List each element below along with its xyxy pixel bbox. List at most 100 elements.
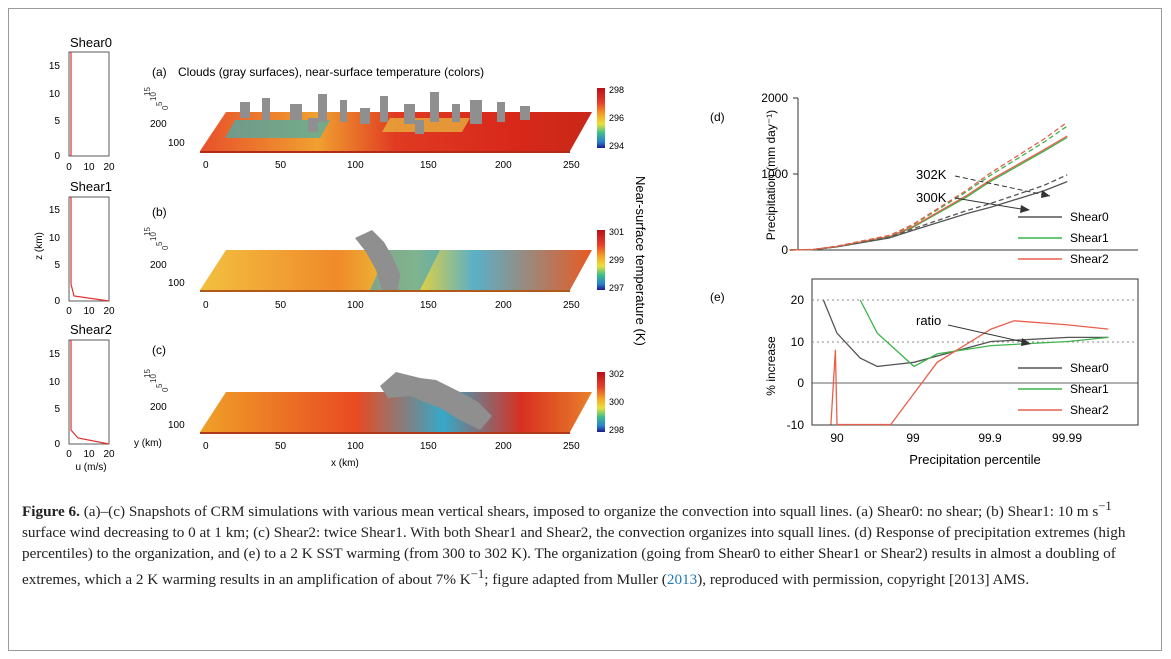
y-tick: 0 (781, 243, 788, 257)
profile-xtick: 0 (66, 306, 72, 317)
panel-title: Clouds (gray surfaces), near-surface tem… (178, 65, 484, 79)
svg-text:5: 5 (155, 101, 164, 106)
caption-superscript: −1 (470, 567, 485, 582)
profile-ytick: 0 (54, 439, 60, 450)
y-axis-label: y (km) (134, 438, 162, 449)
x-axis-label: x (km) (331, 458, 359, 469)
profile-xtick: 20 (103, 306, 115, 317)
legend-entry: Shear1 (1070, 231, 1109, 245)
colorbar-tick: 298 (609, 425, 624, 435)
svg-text:15: 15 (143, 369, 152, 378)
caption-text: ), reproduced with permission, copyright… (697, 571, 1030, 589)
figure-caption: Figure 6. (a)–(c) Snapshots of CRM simul… (22, 496, 1150, 591)
figure-frame (8, 8, 1162, 651)
panel-label: (a) (152, 65, 167, 79)
x-tick: 50 (275, 160, 287, 171)
profile-ytick: 10 (49, 233, 61, 244)
profile-ytick: 0 (54, 296, 60, 307)
legend-d: Shear0 Shear1 Shear2 (1018, 210, 1109, 266)
y-tick: 100 (168, 278, 185, 289)
chart-d: (d) Precipitation (mm day⁻¹) 0 1000 2000… (710, 91, 1138, 266)
surface-front-edge (200, 290, 570, 292)
profile-axes (68, 196, 110, 302)
colorbar-tick: 298 (609, 85, 624, 95)
panel-label: (e) (710, 290, 725, 304)
colorbar-tick: 299 (609, 255, 624, 265)
legend-entry: Shear2 (1070, 252, 1109, 266)
profile-ytick: 15 (49, 349, 61, 360)
series-line-shear0 (822, 299, 1109, 368)
x-tick: 250 (563, 160, 580, 171)
svg-text:0: 0 (161, 245, 170, 250)
x-tick: 250 (563, 441, 580, 452)
snapshot-panel-c: (c) 302 300 298 15 10 5 0 200 100 0 50 1… (134, 343, 624, 469)
x-tick: 90 (830, 431, 844, 445)
profile-u-line (70, 340, 110, 445)
y-axis-label: Precipitation (mm day⁻¹) (764, 110, 778, 240)
profile-xtick: 20 (103, 162, 115, 173)
colorbar-tick: 297 (609, 283, 624, 293)
cloud-cluster (240, 92, 530, 134)
svg-text:15: 15 (143, 87, 152, 96)
x-tick: 100 (347, 160, 364, 171)
x-tick: 200 (495, 160, 512, 171)
colorbar-tick: 300 (609, 397, 624, 407)
x-tick: 50 (275, 300, 287, 311)
legend-entry: Shear1 (1070, 382, 1109, 396)
y-tick: 200 (150, 402, 167, 413)
colorbar-tick: 301 (609, 227, 624, 237)
x-tick: 100 (347, 300, 364, 311)
profile-ytick: 5 (54, 116, 60, 127)
caption-text: (a)–(c) Snapshots of CRM simulations wit… (79, 503, 1099, 521)
profile-axes (68, 51, 110, 157)
series-line-shear2 (830, 320, 1109, 426)
x-tick: 99 (906, 431, 920, 445)
figure-graphic: Shear0 0 5 10 15 0 10 20 Shear1 z (km) 0… (34, 35, 1139, 473)
caption-superscript: −1 (1098, 499, 1112, 513)
x-tick: 150 (420, 441, 437, 452)
svg-text:5: 5 (155, 241, 164, 246)
caption-text: ; figure adapted from Muller ( (484, 571, 667, 589)
surface-front-edge (200, 151, 570, 153)
annotation-ratio: ratio (916, 313, 941, 328)
profile-title: Shear0 (70, 35, 112, 50)
profile-ytick: 0 (54, 151, 60, 162)
profile-ytick: 10 (49, 377, 61, 388)
y-tick: 20 (791, 293, 805, 307)
snapshot-panel-b: (b) 301 299 297 15 10 5 0 200 100 0 50 1… (143, 205, 624, 311)
series-line-shear2-302k (789, 121, 1068, 251)
y-tick: -10 (787, 418, 805, 432)
plot-frame (811, 278, 1139, 426)
legend-entry: Shear0 (1070, 361, 1109, 375)
citation-link[interactable]: 2013 (666, 571, 698, 589)
profile-u-line (70, 197, 110, 302)
series-line-shear2 (789, 135, 1068, 251)
profile-panel-shear2: Shear2 0 5 10 15 0 10 20 u (m/s) (49, 322, 115, 473)
legend-entry: Shear2 (1070, 403, 1109, 417)
profile-xtick: 10 (83, 449, 95, 460)
profile-ylabel: z (km) (34, 232, 45, 260)
annotation-arrow (947, 324, 1029, 344)
colorbar-tick: 294 (609, 141, 624, 151)
colorbar (597, 88, 605, 148)
z-axis-ticks: 15 10 5 0 (143, 369, 170, 392)
profile-ytick: 15 (49, 61, 61, 72)
colorbar-label: Near-surface temperature (K) (633, 176, 648, 346)
profile-xlabel: u (m/s) (75, 462, 106, 473)
panel-label: (c) (152, 343, 166, 357)
y-tick: 0 (797, 376, 804, 390)
legend-e: Shear0 Shear1 Shear2 (1018, 361, 1109, 417)
series-line-shear1 (859, 299, 1109, 368)
cloud-line (355, 230, 400, 290)
svg-text:10: 10 (149, 374, 158, 383)
profile-ytick: 10 (49, 89, 61, 100)
x-tick: 0 (203, 300, 209, 311)
profile-ytick: 15 (49, 205, 61, 216)
series-line-shear1-302k (789, 125, 1068, 251)
svg-text:10: 10 (149, 92, 158, 101)
colorbar-tick: 302 (609, 369, 624, 379)
profile-ytick: 5 (54, 404, 60, 415)
y-tick: 2000 (761, 91, 788, 105)
y-axis-label: % increase (764, 336, 778, 396)
y-tick: 100 (168, 138, 185, 149)
